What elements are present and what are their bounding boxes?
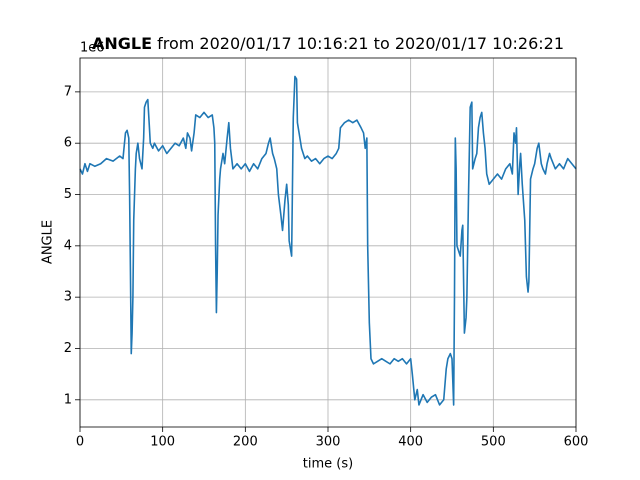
y-tick-label: 6 [64, 136, 72, 151]
x-tick-label: 600 [564, 435, 589, 450]
x-tick-label: 200 [233, 435, 258, 450]
chart-title: ANGLE from 2020/01/17 10:16:21 to 2020/0… [92, 34, 564, 53]
x-tick-label: 300 [316, 435, 341, 450]
x-axis-label: time (s) [303, 457, 353, 472]
x-tick-label: 400 [398, 435, 423, 450]
x-tick-label: 0 [76, 435, 84, 450]
y-tick-label: 5 [64, 187, 72, 202]
x-tick-label: 100 [150, 435, 175, 450]
title-var: ANGLE [92, 34, 152, 53]
title-range: from 2020/01/17 10:16:21 to 2020/01/17 1… [157, 34, 564, 53]
data-line [79, 75, 577, 406]
y-tick-label: 3 [64, 290, 72, 305]
y-tick-label: 4 [64, 238, 72, 253]
y-offset-label: 1e6 [80, 41, 105, 56]
y-tick-label: 1 [64, 392, 72, 407]
grid [79, 58, 577, 427]
y-tick-label: 2 [64, 341, 72, 356]
plot [79, 75, 577, 406]
y-axis-label: ANGLE [41, 220, 56, 264]
x-tick-label: 500 [481, 435, 506, 450]
y-tick-label: 7 [64, 84, 72, 99]
